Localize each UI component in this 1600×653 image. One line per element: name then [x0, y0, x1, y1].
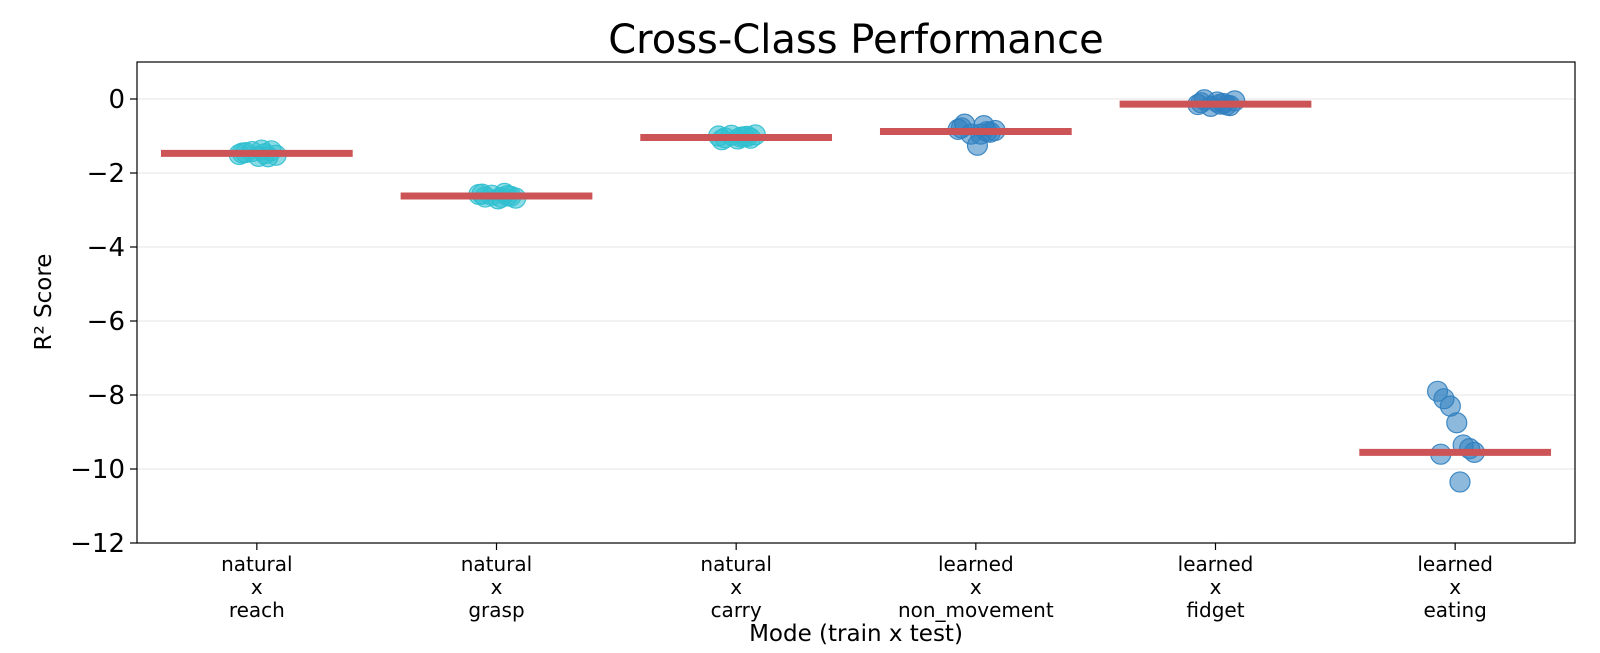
- y-tick-label: 0: [108, 85, 125, 115]
- y-tick-label: −8: [87, 381, 125, 411]
- x-tick-label: natural x carry: [700, 552, 771, 622]
- grid-lines: [137, 98, 1575, 544]
- y-tick-label: −6: [87, 307, 125, 337]
- mean-lines: [160, 100, 1552, 456]
- plot-frame: [136, 61, 1576, 544]
- y-tick-label: −2: [87, 159, 125, 189]
- data-points: [228, 89, 1485, 493]
- x-tick-label: learned x eating: [1417, 552, 1493, 622]
- x-tick-label: learned x non_movement: [898, 552, 1054, 622]
- y-axis-ticks: 0 −2 −4 −6 −8 −10 −12: [70, 85, 137, 559]
- y-tick-label: −12: [70, 529, 125, 559]
- data-point: [1449, 471, 1471, 493]
- y-tick-label: −10: [70, 455, 125, 485]
- y-axis-label: R² Score: [31, 254, 57, 351]
- chart-title: Cross-Class Performance: [608, 17, 1104, 63]
- x-axis-label: Mode (train x test): [749, 621, 963, 647]
- x-tick-label: learned x fidget: [1178, 552, 1254, 622]
- x-tick-label: natural x grasp: [461, 552, 532, 622]
- x-tick-label: natural x reach: [221, 552, 292, 622]
- data-point: [1446, 412, 1468, 434]
- x-axis-ticks: natural x reach natural x grasp natural x carry l…: [221, 543, 1493, 622]
- y-tick-label: −4: [87, 233, 125, 263]
